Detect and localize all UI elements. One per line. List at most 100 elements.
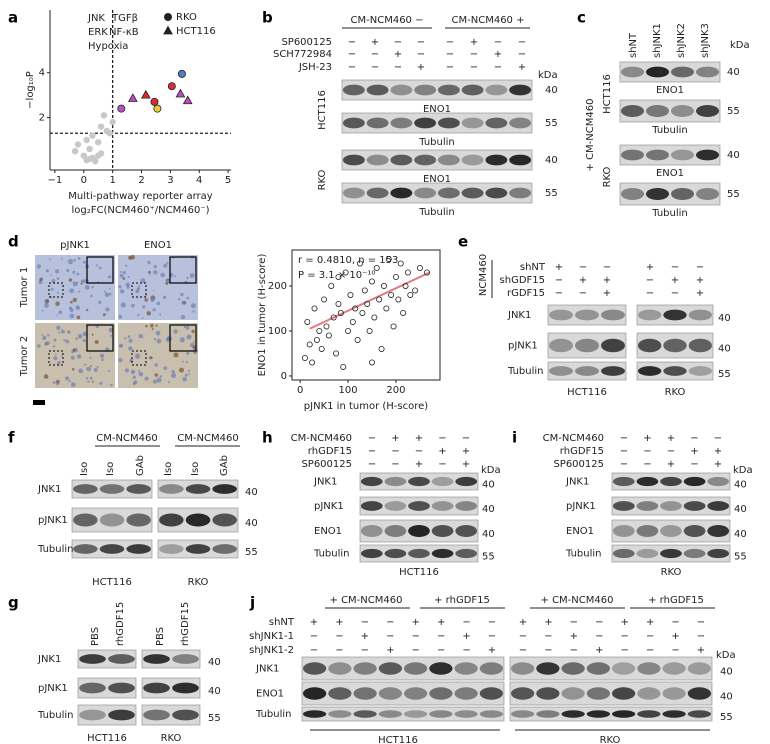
band (621, 149, 644, 161)
treatment-sign: + (603, 275, 611, 286)
treatment-label: SP600125 (553, 459, 604, 470)
band (99, 484, 125, 494)
treatment-sign: + (386, 645, 394, 656)
tissue-cell (133, 380, 138, 385)
band (637, 687, 661, 700)
point (89, 132, 96, 139)
tissue-cell (65, 339, 70, 344)
legend-marker (163, 25, 173, 35)
point (380, 282, 387, 289)
band (185, 544, 211, 554)
tissue-cell (153, 337, 157, 341)
band (485, 84, 508, 96)
point (301, 354, 308, 361)
cell-line-label: RKO (600, 735, 621, 744)
tissue-cell (69, 308, 74, 313)
treatment-sign: − (621, 631, 629, 642)
tissue-cell (53, 356, 58, 361)
tissue-cell (58, 310, 63, 315)
treatment-sign: + (544, 617, 552, 628)
tissue-cell (72, 281, 78, 287)
band (696, 105, 719, 117)
mw-label: 40 (734, 504, 747, 515)
treatment-sign: − (361, 617, 369, 628)
tissue-cell (184, 373, 188, 377)
cell-line-label: HCT116 (602, 74, 613, 114)
band (404, 687, 428, 700)
tissue-cell (138, 333, 143, 339)
x-axis-label: Multi-pathway reporter array (68, 191, 212, 202)
point (345, 327, 352, 334)
band (663, 338, 687, 353)
y-axis-label: ENO1 in tumor (H-score) (257, 254, 268, 377)
band (509, 187, 532, 199)
panel-label: b (262, 9, 273, 27)
treatment-sign: − (579, 288, 587, 299)
band (638, 366, 662, 376)
blot-label: pJNK1 (38, 515, 68, 526)
mw-label: 55 (208, 713, 221, 724)
blot-label: pJNK1 (38, 683, 68, 694)
tissue-cell (77, 333, 83, 339)
point (323, 323, 330, 330)
point (395, 296, 402, 303)
treatment-sign: + (570, 631, 578, 642)
tissue-cell (140, 278, 146, 283)
tissue-cell (91, 285, 94, 289)
band (660, 525, 682, 537)
band (366, 84, 389, 96)
tissue-cell (122, 271, 127, 275)
lane-label: PBS (155, 627, 166, 646)
point (86, 145, 93, 153)
tissue-cell (75, 305, 81, 311)
band (612, 662, 636, 675)
point (318, 345, 325, 352)
tissue-cell (179, 337, 185, 343)
tissue-cell (148, 270, 151, 274)
tissue-cell (149, 356, 153, 360)
treatment-sign: + (671, 631, 679, 642)
blot-label: ENO1 (656, 168, 684, 179)
band (212, 513, 237, 527)
tissue-cell (149, 273, 151, 276)
panel-label: g (8, 594, 19, 612)
cell-line-label: HCT116 (399, 567, 439, 578)
tissue-cell (137, 370, 140, 372)
band (509, 117, 532, 129)
tissue-cell (105, 307, 110, 312)
tissue-cell (44, 303, 49, 308)
treatment-sign: + (667, 433, 675, 444)
band (414, 84, 437, 96)
band (99, 513, 125, 527)
band (108, 709, 135, 721)
tissue-cell (185, 325, 190, 330)
mw-label: 40 (720, 667, 733, 678)
band (108, 654, 135, 664)
tissue-cell (120, 344, 123, 347)
point (86, 155, 93, 163)
treatment-sign: − (620, 433, 628, 444)
tissue-cell (47, 333, 50, 337)
band (390, 154, 413, 166)
treatment-sign: + (646, 617, 654, 628)
tissue-cell (108, 327, 114, 333)
tissue-cell (58, 331, 61, 334)
band (485, 187, 508, 199)
band (575, 338, 599, 353)
point (404, 269, 411, 276)
band (172, 654, 199, 664)
point (71, 147, 79, 155)
band (660, 501, 682, 511)
band (638, 338, 662, 353)
tissue-cell (69, 288, 75, 294)
band (612, 687, 636, 700)
point (325, 332, 332, 339)
tissue-cell (151, 328, 154, 331)
tissue-cell (90, 365, 92, 367)
blot-label: ENO1 (314, 526, 342, 537)
band (636, 501, 659, 511)
tissue-cell (152, 308, 156, 312)
point (357, 260, 364, 267)
treatment-sign: − (394, 62, 402, 73)
tissue-cell (110, 334, 113, 337)
